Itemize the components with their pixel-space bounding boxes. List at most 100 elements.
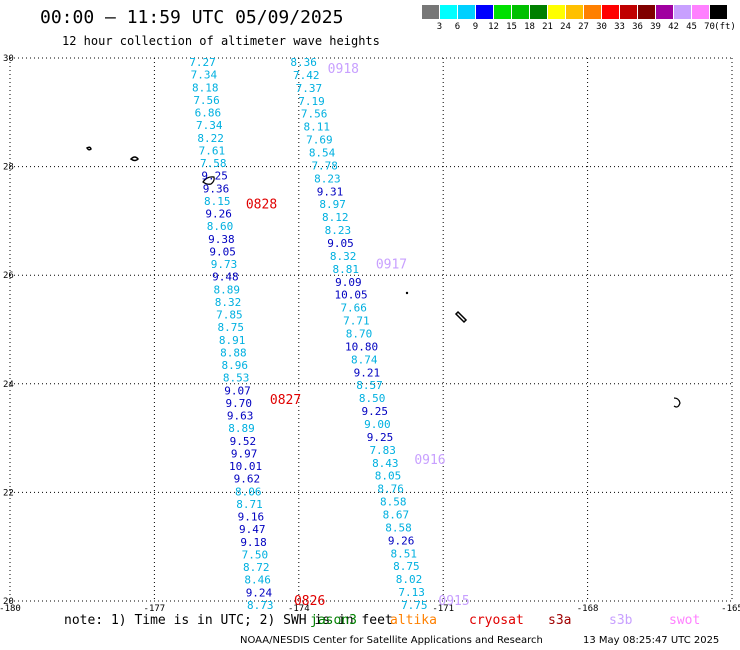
island-shape <box>202 176 215 185</box>
swh-point-label: 8.11 <box>304 121 331 134</box>
scale-label: 42 <box>668 22 679 32</box>
swh-point-label: 8.60 <box>207 220 234 233</box>
scale-swatch <box>548 5 565 19</box>
swh-point-label: 9.21 <box>354 366 381 379</box>
satellite-legend-item: jason3 <box>310 613 357 628</box>
swh-point-label: 7.58 <box>200 157 227 170</box>
scale-label: 9 <box>472 22 479 32</box>
island-outlines <box>85 146 681 408</box>
chart-subtitle: 12 hour collection of altimeter wave hei… <box>62 34 380 48</box>
swh-point-label: 8.15 <box>204 195 231 208</box>
swh-point-label: 7.56 <box>193 94 220 107</box>
scale-swatch <box>620 5 637 19</box>
swh-point-label: 8.36 <box>290 56 317 69</box>
swh-point-label: 8.97 <box>319 198 346 211</box>
scale-swatch <box>602 5 619 19</box>
swh-point-label: 7.56 <box>301 108 328 121</box>
swh-point-label: 9.09 <box>335 276 362 289</box>
track-label: 0918 <box>328 62 359 77</box>
swh-point-label: 6.86 <box>195 107 222 120</box>
swh-point-label: 9.25 <box>201 170 228 183</box>
swh-point-label: 9.36 <box>203 182 230 195</box>
scale-swatch <box>584 5 601 19</box>
x-tick-label: -171 <box>432 604 454 614</box>
swh-point-label: 7.66 <box>340 302 367 315</box>
y-tick-label: 30 <box>3 54 14 64</box>
swh-point-label: 9.97 <box>231 447 258 460</box>
swh-point-label: 9.16 <box>238 511 265 524</box>
generated-time: 13 May 08:25:47 UTC 2025 <box>583 635 720 646</box>
x-tick-label: -165 <box>721 604 740 614</box>
scale-swatch <box>692 5 709 19</box>
swh-point-label: 8.54 <box>309 147 336 160</box>
swh-point-label: 8.71 <box>236 498 263 511</box>
scale-label: 36 <box>632 22 643 32</box>
swh-point-label: 8.81 <box>333 263 360 276</box>
swh-point-label: 9.31 <box>317 185 344 198</box>
swh-point-label: 7.50 <box>242 548 269 561</box>
swh-point-label: 8.32 <box>215 296 242 309</box>
swh-point-label: 10.80 <box>345 340 378 353</box>
satellite-legend-item: cryosat <box>469 613 524 628</box>
swh-point-label: 8.50 <box>359 392 386 405</box>
swh-point-label: 8.58 <box>380 496 407 509</box>
swh-point-label: 9.38 <box>208 233 235 246</box>
scale-swatch <box>512 5 529 19</box>
swh-point-label: 9.62 <box>234 473 261 486</box>
satellite-legend-item: swot <box>669 613 701 628</box>
scale-label: 3 <box>436 22 443 32</box>
swh-point-label: 7.61 <box>199 144 226 157</box>
credit-text: NOAA/NESDIS Center for Satellite Applica… <box>240 635 543 646</box>
scale-label: 15 <box>506 22 517 32</box>
island-dot <box>405 291 409 295</box>
swh-point-label: 8.58 <box>385 521 412 534</box>
swh-point-label: 8.51 <box>391 547 418 560</box>
swh-point-label: 7.78 <box>311 159 338 172</box>
scale-label: 45 <box>686 22 697 32</box>
y-tick-label: 24 <box>3 380 14 390</box>
swh-point-label: 8.46 <box>244 574 271 587</box>
scale-swatch <box>566 5 583 19</box>
swh-point-label: 7.69 <box>306 134 333 147</box>
swh-point-label: 8.57 <box>356 379 383 392</box>
scale-swatch <box>710 5 727 19</box>
swh-point-label: 8.06 <box>235 485 262 498</box>
swh-point-label: 9.05 <box>327 237 354 250</box>
x-tick-label: -174 <box>288 604 310 614</box>
y-tick-label: 28 <box>3 163 14 173</box>
grid-lines <box>9 57 733 602</box>
scale-swatch <box>440 5 457 19</box>
swh-point-label: 9.07 <box>224 384 251 397</box>
swh-point-label: 8.02 <box>396 573 423 586</box>
swh-point-label: 9.24 <box>246 586 273 599</box>
swh-point-label: 9.73 <box>211 258 238 271</box>
swh-point-label: 9.05 <box>209 245 236 258</box>
swh-point-label: 7.19 <box>298 95 325 108</box>
axis-tick-labels: -180 -177 -174 -171 -168 -165 20 22 24 26 28 30 <box>0 54 740 614</box>
footer-note: note: 1) Time is in UTC; 2) SWH is in fe… <box>64 613 393 628</box>
swh-point-label: 8.12 <box>322 211 349 224</box>
scale-label: 21 <box>542 22 553 32</box>
scale-swatch <box>494 5 511 19</box>
swh-point-label: 8.22 <box>197 132 224 145</box>
satellite-legend-item: altika <box>390 613 437 628</box>
scale-label: 24 <box>560 22 571 32</box>
swh-point-label: 9.26 <box>388 534 415 547</box>
swh-point-label: 8.32 <box>330 250 357 263</box>
y-tick-label: 20 <box>3 597 14 607</box>
island-shape <box>673 397 681 408</box>
track-label: 0826 <box>294 594 325 609</box>
swh-point-label: 7.34 <box>196 119 223 132</box>
scale-label: 12 <box>488 22 499 32</box>
swh-point-label: 9.00 <box>364 418 391 431</box>
swh-value-labels: 7.277.348.187.566.867.348.227.617.589.25… <box>189 56 427 612</box>
swh-point-label: 7.85 <box>216 309 243 322</box>
swh-point-label: 9.25 <box>367 431 394 444</box>
swh-point-label: 8.89 <box>213 283 240 296</box>
swh-point-label: 7.71 <box>343 315 370 328</box>
scale-label: 33 <box>614 22 625 32</box>
island-shape <box>85 146 92 151</box>
scale-label: 39 <box>650 22 661 32</box>
scale-unit: (ft) <box>714 22 736 32</box>
